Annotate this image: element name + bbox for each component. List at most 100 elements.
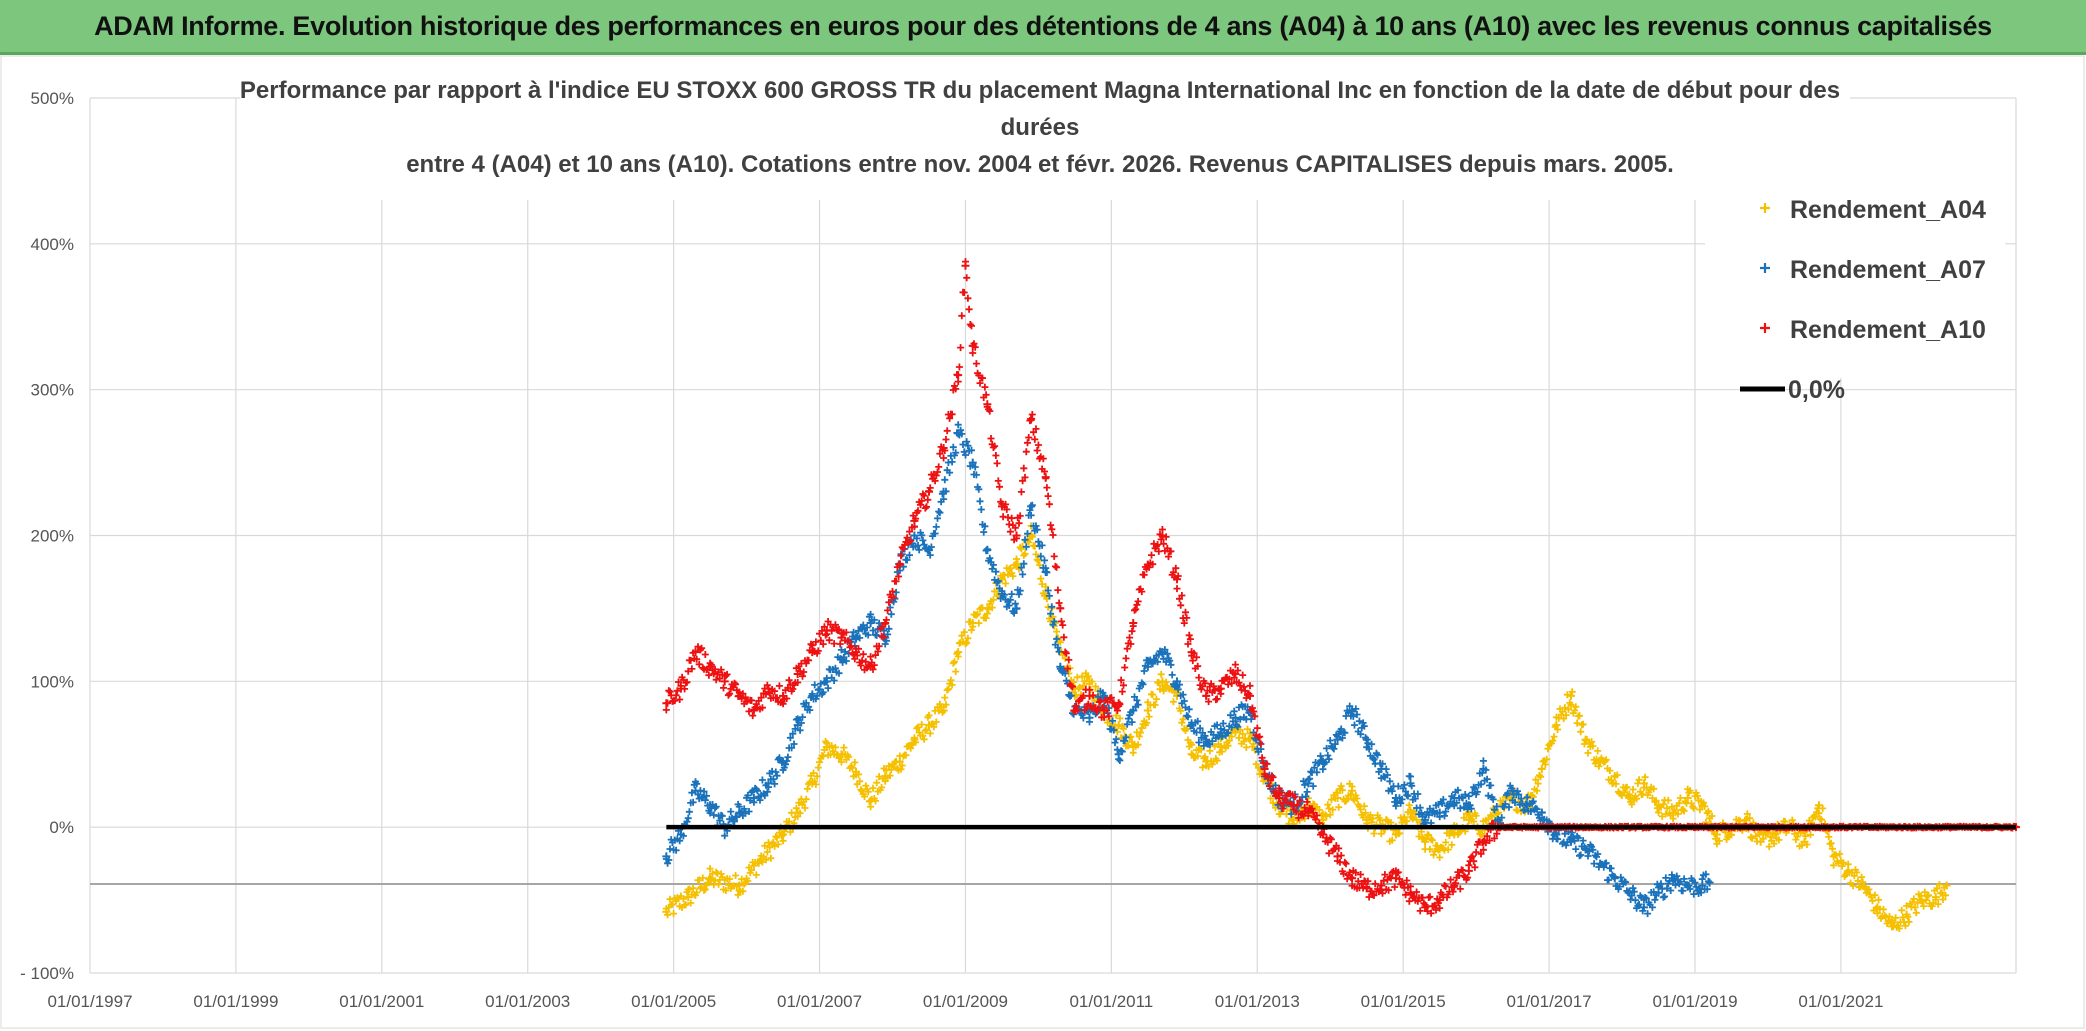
point-a07 <box>1508 786 1517 795</box>
point-a07 <box>1566 837 1575 846</box>
chart-title-line-1: Performance par rapport à l'indice EU ST… <box>240 77 1840 104</box>
point-a07 <box>1143 662 1152 671</box>
point-a10 <box>1173 575 1182 584</box>
point-a10 <box>662 699 671 708</box>
point-a04 <box>1639 779 1648 788</box>
point-a07 <box>1479 764 1488 773</box>
y-tick-label: 400% <box>31 235 74 254</box>
point-a10 <box>1333 852 1342 861</box>
point-a04 <box>1552 721 1561 730</box>
point-a04 <box>895 757 904 766</box>
point-a04 <box>837 750 846 759</box>
point-a10 <box>866 662 875 671</box>
point-a07 <box>1056 662 1065 671</box>
point-a07 <box>866 619 875 627</box>
point-a10 <box>735 691 744 700</box>
point-a04 <box>1596 757 1605 766</box>
legend: Rendement_A04 Rendement_A07 Rendement_A1… <box>1705 173 2005 404</box>
point-a07 <box>1669 874 1678 883</box>
point-a07 <box>837 655 846 664</box>
point-a07 <box>852 633 861 642</box>
point-a10 <box>1202 691 1211 700</box>
x-tick-label: 01/01/2007 <box>777 992 862 1011</box>
point-a10 <box>1479 837 1488 846</box>
point-a10 <box>1318 830 1327 839</box>
point-a07 <box>1085 713 1094 722</box>
point-a04 <box>1873 903 1882 912</box>
point-a10 <box>1260 764 1269 773</box>
point-a04 <box>866 796 875 805</box>
point-a04 <box>808 779 817 788</box>
point-a10 <box>1464 866 1473 875</box>
legend-label-a10: Rendement_A10 <box>1790 316 1986 344</box>
point-a04 <box>779 830 788 839</box>
point-a04 <box>1464 815 1473 824</box>
point-a10 <box>1348 874 1357 883</box>
point-a04 <box>1435 845 1444 854</box>
point-a07 <box>1202 735 1211 744</box>
point-a04 <box>662 907 671 916</box>
x-tick-label: 01/01/2017 <box>1507 992 1592 1011</box>
y-tick-label: 100% <box>31 672 74 691</box>
point-a10 <box>1391 874 1400 883</box>
point-a07 <box>1596 859 1605 868</box>
point-a07 <box>1705 878 1714 887</box>
point-a04 <box>1902 910 1911 919</box>
point-a04 <box>706 874 715 883</box>
point-a07 <box>1377 764 1386 773</box>
point-a10 <box>852 648 861 657</box>
data-points <box>662 258 2020 932</box>
point-a07 <box>1391 794 1400 802</box>
point-a04 <box>735 881 744 890</box>
chart-title-line-3: entre 4 (A04) et 10 ans (A10). Cotations… <box>406 151 1674 178</box>
point-a04 <box>1654 801 1663 810</box>
point-a04 <box>1114 721 1123 730</box>
point-a07 <box>1406 779 1415 788</box>
point-a04 <box>1742 815 1751 824</box>
point-a10 <box>808 648 817 657</box>
point-a04 <box>1333 794 1342 802</box>
point-a07 <box>1333 735 1342 744</box>
point-a07 <box>1187 721 1196 730</box>
point-a07 <box>662 852 671 861</box>
point-a04 <box>1581 735 1590 744</box>
point-a04 <box>1027 531 1036 540</box>
point-a07 <box>793 721 802 730</box>
point-a10 <box>706 662 715 671</box>
point-a04 <box>997 575 1006 584</box>
point-a10 <box>676 684 685 693</box>
point-a07 <box>735 808 744 817</box>
point-a07 <box>1654 888 1663 897</box>
point-a04 <box>910 735 919 744</box>
point-a10 <box>983 400 992 409</box>
legend-marker-a07 <box>1760 263 1770 273</box>
point-a04 <box>1858 881 1867 890</box>
point-a07 <box>706 801 715 810</box>
point-a10 <box>997 502 1006 511</box>
point-a07 <box>1610 874 1619 883</box>
point-a07 <box>1581 845 1590 854</box>
point-a10 <box>837 633 846 642</box>
point-a04 <box>1537 764 1546 773</box>
point-a10 <box>954 371 963 380</box>
point-a07 <box>1421 815 1430 824</box>
point-a10 <box>1143 560 1152 569</box>
point-a04 <box>954 648 963 657</box>
point-a07 <box>924 546 933 555</box>
point-a07 <box>1698 881 1707 890</box>
point-a10 <box>1362 884 1371 893</box>
legend-marker-a10 <box>1760 323 1770 333</box>
point-a10 <box>895 560 904 569</box>
point-a07 <box>764 779 773 788</box>
point-a07 <box>1362 735 1371 744</box>
x-tick-label: 01/01/2003 <box>485 992 570 1011</box>
point-a07 <box>1304 779 1313 788</box>
x-tick-label: 01/01/2005 <box>631 992 716 1011</box>
point-a07 <box>1173 677 1182 686</box>
point-a10 <box>720 677 729 686</box>
point-a04 <box>1129 742 1138 751</box>
point-a04 <box>1231 728 1240 737</box>
point-a04 <box>1494 808 1503 817</box>
legend-item-a10: Rendement_A10 <box>1760 316 1986 344</box>
x-tick-label: 01/01/2015 <box>1361 992 1446 1011</box>
